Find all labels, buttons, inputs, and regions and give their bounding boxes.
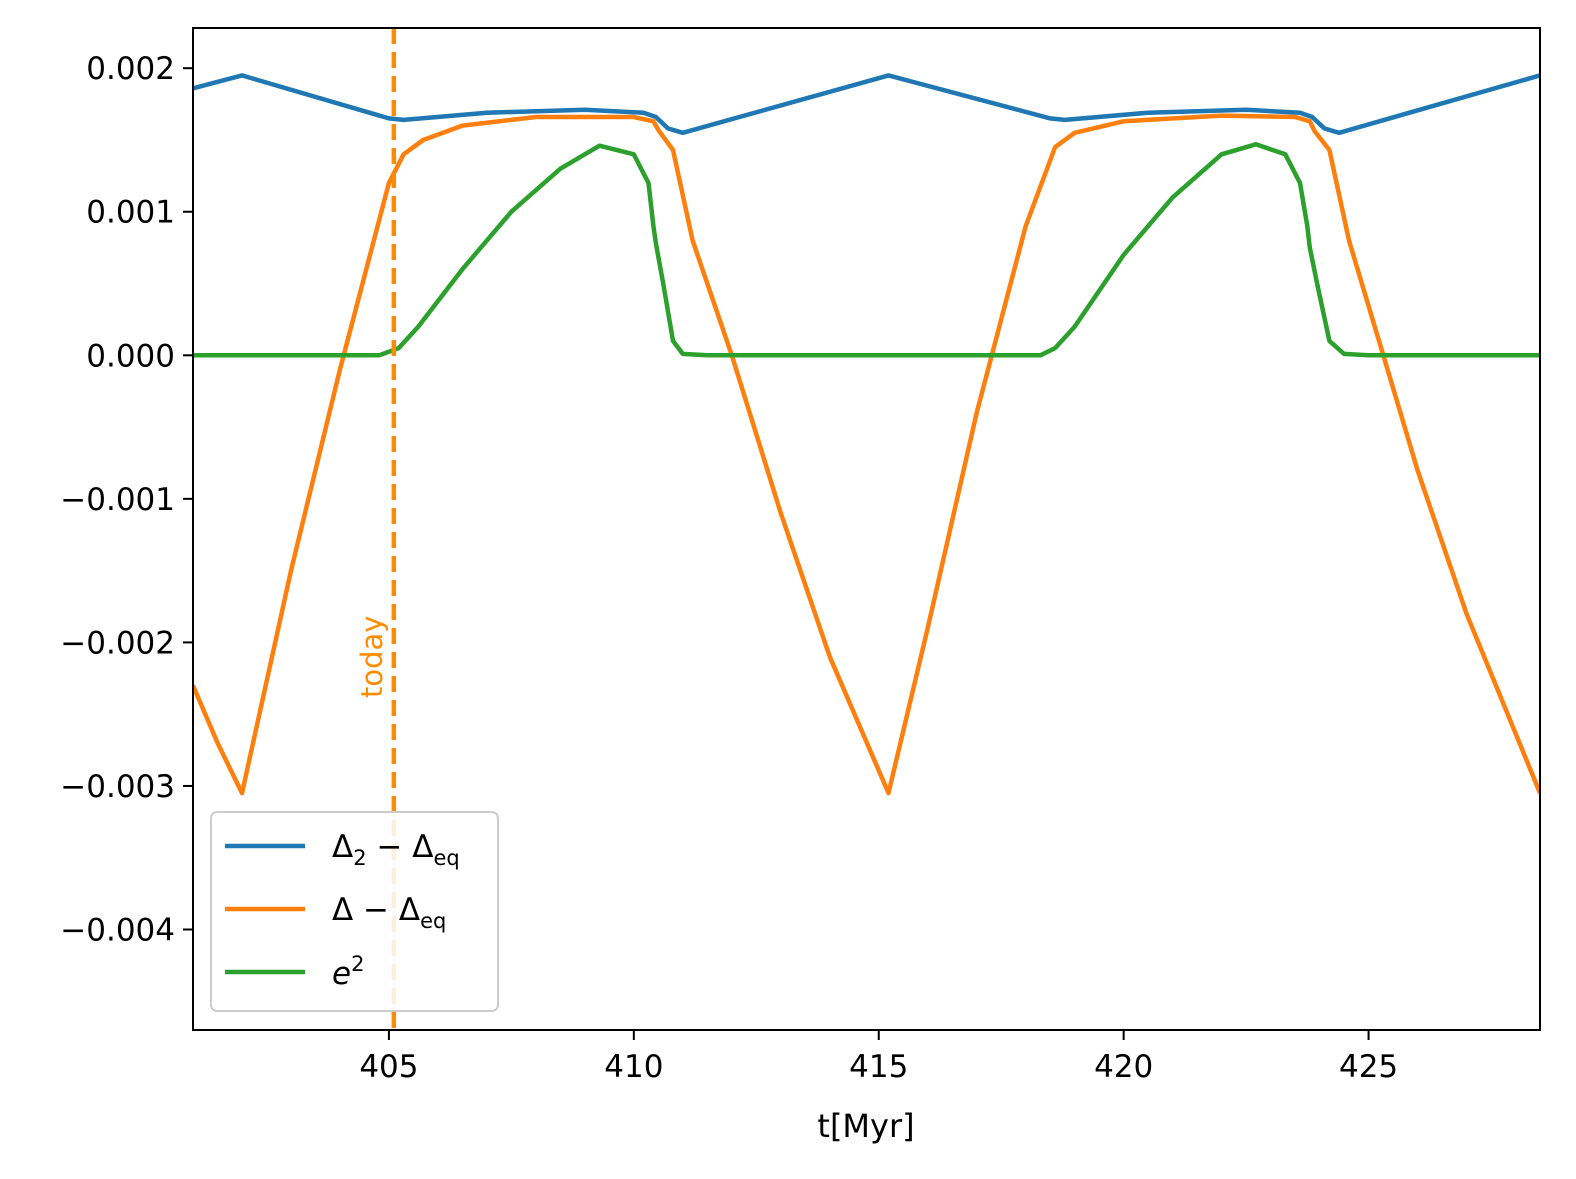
x-axis-label: t[Myr] bbox=[817, 1107, 914, 1145]
y-tick-label: 0.002 bbox=[86, 51, 175, 87]
legend-label-series-2-main: Δ − Δ bbox=[332, 892, 420, 928]
series-layer bbox=[193, 73, 1540, 796]
y-tick-label: −0.003 bbox=[60, 769, 175, 805]
y-tick-label: 0.000 bbox=[86, 338, 175, 374]
legend: Δ2 − Δeq Δ − Δeq e2 bbox=[210, 811, 499, 1012]
series-line-2 bbox=[193, 113, 1540, 796]
y-axis-ticks: 0.002 0.001 0.000 −0.001 −0.002 −0.003 −0.004 bbox=[60, 51, 193, 949]
plot-frame bbox=[192, 27, 1541, 1031]
today-annotation: today bbox=[355, 616, 389, 698]
legend-label-series-1: Δ2 − Δeq bbox=[332, 829, 460, 870]
legend-label-series-2: Δ − Δeq bbox=[332, 892, 446, 933]
legend-label-series-1-sub2: eq bbox=[433, 846, 459, 870]
x-tick-label: 410 bbox=[604, 1049, 663, 1085]
legend-label-series-1-main: Δ bbox=[332, 829, 353, 865]
series-line-1 bbox=[193, 73, 1540, 136]
legend-label-series-3-sup: 2 bbox=[351, 952, 364, 976]
legend-label-series-1-mid: − Δ bbox=[367, 829, 434, 865]
x-axis-ticks: 405 410 415 420 425 bbox=[359, 1030, 1398, 1085]
legend-label-series-3-main: e bbox=[332, 956, 351, 992]
legend-label-series-3: e2 bbox=[332, 952, 364, 992]
series-line-3 bbox=[193, 142, 1540, 358]
x-tick-label: 425 bbox=[1339, 1049, 1398, 1085]
x-tick-label: 415 bbox=[849, 1049, 908, 1085]
y-tick-label: −0.002 bbox=[60, 625, 175, 661]
y-tick-label: −0.004 bbox=[60, 913, 175, 949]
x-tick-label: 420 bbox=[1094, 1049, 1153, 1085]
y-tick-label: −0.001 bbox=[60, 482, 175, 518]
y-tick-label: 0.001 bbox=[86, 195, 175, 231]
x-tick-label: 405 bbox=[359, 1049, 418, 1085]
legend-box bbox=[210, 811, 499, 1012]
legend-label-series-2-sub2: eq bbox=[420, 909, 446, 933]
legend-label-series-1-sub1: 2 bbox=[353, 846, 366, 870]
